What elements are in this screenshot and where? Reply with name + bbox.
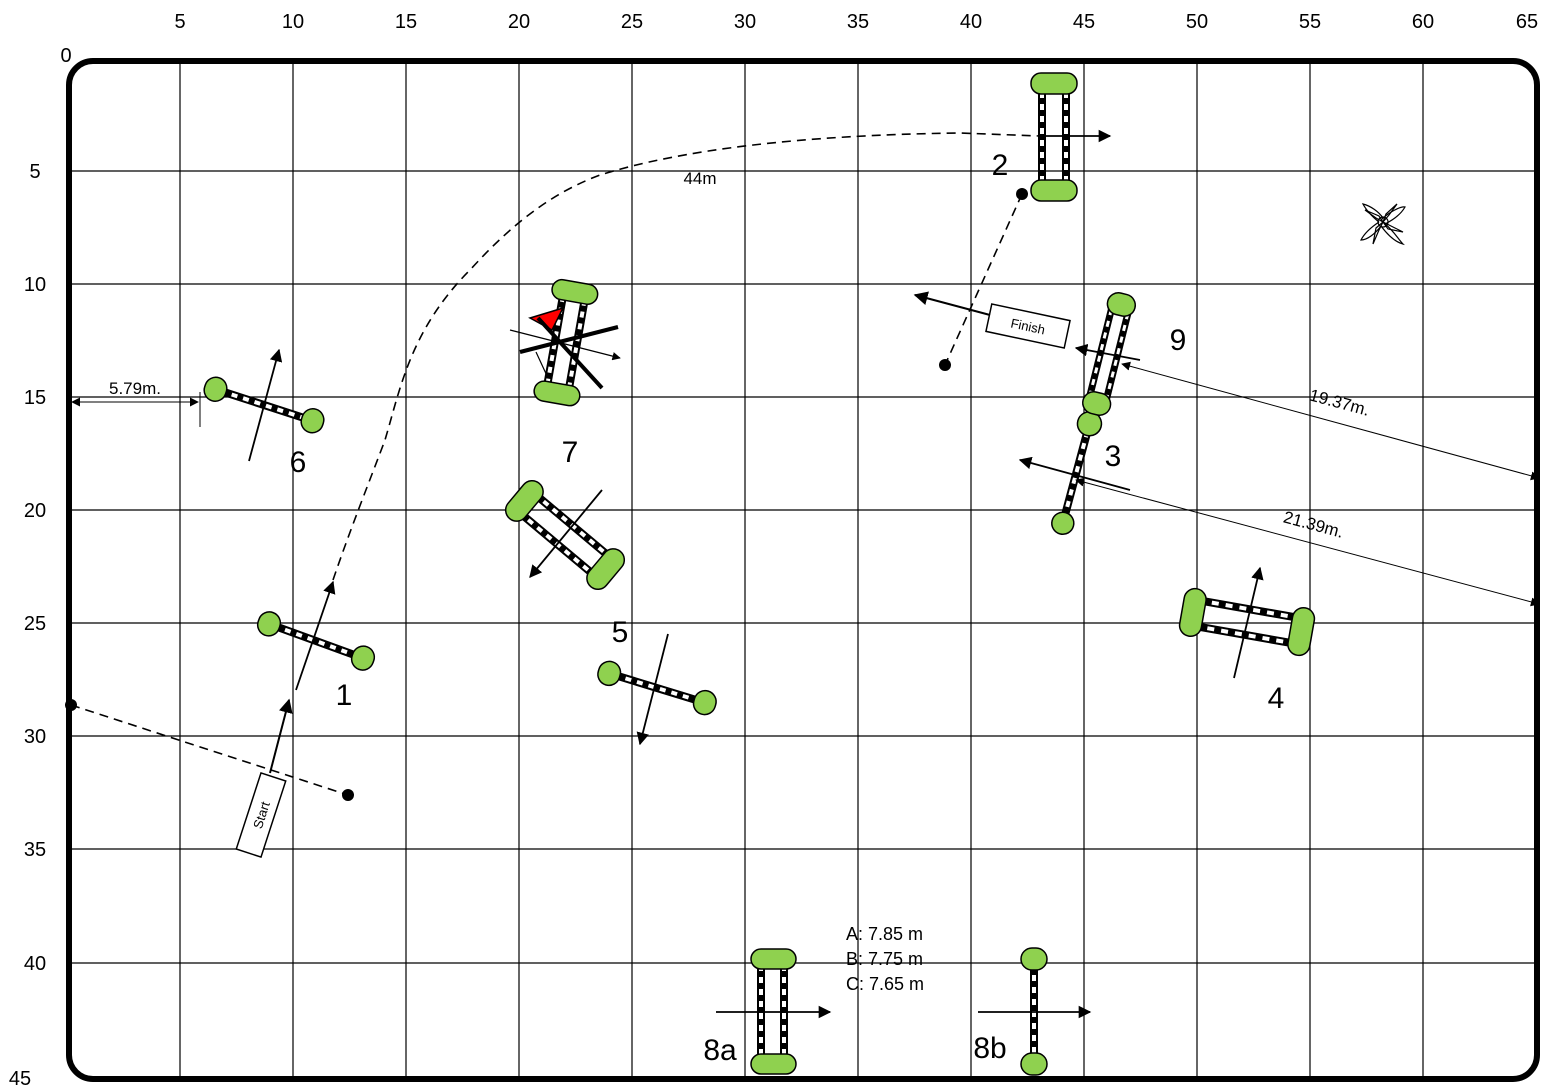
x-tick: 45 xyxy=(1073,11,1095,33)
distance-3-label: 21.39m. xyxy=(1281,508,1345,542)
x-axis-labels: 0 5 10 15 20 25 30 35 40 45 50 55 60 65 xyxy=(60,11,1538,67)
start-left-dot xyxy=(65,699,77,711)
y-tick: 45 xyxy=(9,1068,31,1087)
jump-8b-number: 8b xyxy=(973,1032,1006,1065)
path-1-to-2 xyxy=(332,132,1041,581)
finish-bottom-dot xyxy=(939,359,951,371)
x-tick: 60 xyxy=(1412,11,1434,33)
x-tick: 5 xyxy=(174,11,185,33)
y-tick: 5 xyxy=(29,161,40,183)
jump-5-number: 5 xyxy=(612,616,629,649)
distance-options: A: 7.85 m B: 7.75 m C: 7.65 m xyxy=(846,924,924,994)
jump-7: 7 xyxy=(509,278,621,469)
x-tick: 65 xyxy=(1516,11,1538,33)
option-b: B: 7.75 m xyxy=(846,949,923,969)
jump-8a: 8a xyxy=(703,948,832,1075)
y-tick: 30 xyxy=(24,726,46,748)
jump-4-number: 4 xyxy=(1268,682,1285,715)
y-tick: 40 xyxy=(24,953,46,975)
y-tick: 15 xyxy=(24,387,46,409)
grid xyxy=(68,60,1539,1080)
jump-3-number: 3 xyxy=(1105,440,1122,473)
x-tick: 40 xyxy=(960,11,982,33)
jump-2-number: 2 xyxy=(992,149,1009,182)
start-arrow xyxy=(269,698,293,774)
finish-label: Finish xyxy=(1009,316,1046,338)
course-path xyxy=(70,132,1041,796)
jump-6: 6 xyxy=(203,348,325,479)
x-tick: 30 xyxy=(734,11,756,33)
compass-rose-icon xyxy=(1360,203,1406,246)
x-tick: 20 xyxy=(508,11,530,33)
start-right-dot xyxy=(342,789,354,801)
jump-4: 4 xyxy=(1178,566,1316,715)
measurement-9: 19.37m. xyxy=(1121,361,1540,500)
start-sign: Start xyxy=(235,771,287,859)
measurement-3: 21.39m. xyxy=(1075,477,1540,628)
x-tick: 25 xyxy=(621,11,643,33)
measurement-wall: 5.79m. xyxy=(71,379,201,427)
oxer-near-7 xyxy=(504,479,626,591)
y-tick: 20 xyxy=(24,500,46,522)
finish-arrow xyxy=(913,291,991,316)
x-tick: 15 xyxy=(395,11,417,33)
y-tick: 10 xyxy=(24,274,46,296)
jump-8a-number: 8a xyxy=(703,1034,737,1067)
y-tick: 25 xyxy=(24,613,46,635)
jump-5: 5 xyxy=(597,616,717,746)
finish-line xyxy=(944,193,1023,366)
x-tick: 0 xyxy=(60,45,71,67)
x-tick: 35 xyxy=(847,11,869,33)
finish-top-dot xyxy=(1016,188,1028,200)
y-tick: 35 xyxy=(24,839,46,861)
jump-6-number: 6 xyxy=(290,446,307,479)
jump-7-number: 7 xyxy=(562,436,579,469)
option-a: A: 7.85 m xyxy=(846,924,923,944)
start-line xyxy=(70,704,349,796)
option-c: C: 7.65 m xyxy=(846,974,924,994)
x-tick: 50 xyxy=(1186,11,1208,33)
jump-1: 1 xyxy=(256,580,376,712)
jump-2: 2 xyxy=(992,72,1112,202)
path-length-label: 44m xyxy=(683,169,716,188)
y-axis-labels: 5 10 15 20 25 30 35 40 45 xyxy=(9,161,46,1087)
jump-9-number: 9 xyxy=(1170,324,1187,357)
jump-3: 3 xyxy=(1018,411,1131,536)
jump-8b: 8b xyxy=(973,947,1092,1076)
jump-1-number: 1 xyxy=(336,679,353,712)
finish-sign: Finish xyxy=(985,303,1071,349)
x-tick: 10 xyxy=(282,11,304,33)
x-tick: 55 xyxy=(1299,11,1321,33)
arena-border xyxy=(66,58,1540,1082)
jump-9: 9 xyxy=(1074,292,1187,416)
distance-9-label: 19.37m. xyxy=(1307,386,1371,420)
wall-distance-label: 5.79m. xyxy=(109,379,161,398)
